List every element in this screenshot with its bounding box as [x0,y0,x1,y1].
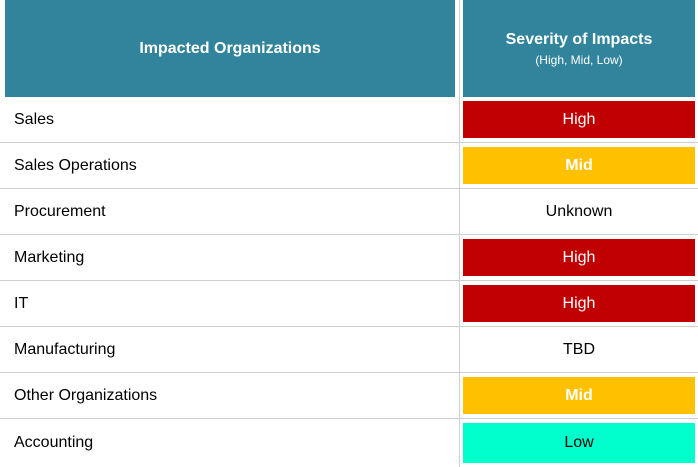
header-severity: Severity of Impacts (High, Mid, Low) [463,0,695,97]
header-org-title: Impacted Organizations [139,39,321,57]
table-row: Manufacturing TBD [0,327,698,373]
table-row: Accounting Low [0,419,698,467]
severity-badge: High [463,101,695,138]
header-impacted-organizations: Impacted Organizations [5,0,455,97]
org-name: Other Organizations [14,386,158,404]
severity-badge: Mid [463,147,695,184]
org-name: Sales [14,110,55,128]
table-row: Procurement Unknown [0,189,698,235]
header-severity-subtitle: (High, Mid, Low) [535,52,623,67]
table-row: Marketing High [0,235,698,281]
org-name: Accounting [14,434,94,451]
org-name: IT [14,294,29,312]
severity-badge: TBD [563,340,595,358]
header-severity-title: Severity of Impacts [505,30,653,48]
table-row: Sales Operations Mid [0,143,698,189]
severity-badge: Unknown [545,202,613,220]
column-divider [459,0,460,467]
table-header: Impacted Organizations Severity of Impac… [0,0,698,97]
table-row: Sales High [0,97,698,143]
table-row: Other Organizations Mid [0,373,698,419]
org-name: Manufacturing [14,340,116,358]
org-name: Marketing [14,248,85,266]
severity-badge: High [463,239,695,276]
severity-badge: Mid [463,377,695,414]
severity-badge: Low [463,423,695,463]
org-name: Sales Operations [14,156,137,174]
org-name: Procurement [14,202,106,220]
table-row: IT High [0,281,698,327]
severity-badge: High [463,285,695,322]
